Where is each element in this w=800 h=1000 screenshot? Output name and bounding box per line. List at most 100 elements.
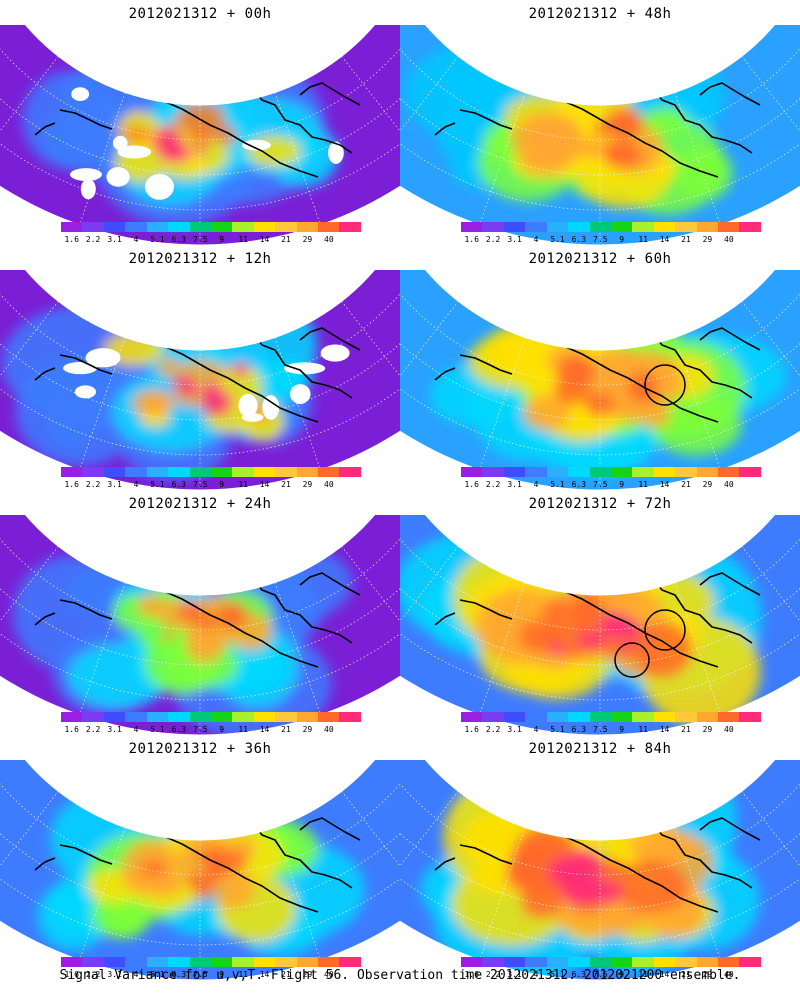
coastline-segment xyxy=(699,817,761,841)
parallel-line xyxy=(0,57,400,211)
map-outline xyxy=(0,760,400,980)
colorbar-swatch xyxy=(296,957,319,967)
colorbar-swatch xyxy=(546,712,569,722)
meridian-line xyxy=(674,827,721,960)
colorbar-swatch xyxy=(503,957,526,967)
no-data-patch xyxy=(106,167,130,187)
colorbar-swatch xyxy=(318,467,340,477)
colorbar-tick-label: 40 xyxy=(724,725,734,734)
colorbar-tick-label: 29 xyxy=(302,970,313,979)
colorbar-swatch xyxy=(632,957,654,967)
colorbar-tick-label: 3.1 xyxy=(507,970,522,979)
colorbar-swatch xyxy=(482,957,504,967)
colorbar-swatch xyxy=(168,957,190,967)
colorbar-tick-label: 1.6 xyxy=(464,725,479,734)
colorbar-tick-label: 21 xyxy=(281,235,291,244)
colorbar xyxy=(461,957,761,967)
colorbar xyxy=(461,712,761,722)
colorbar-swatch xyxy=(589,467,611,477)
variance-blob xyxy=(140,860,168,876)
colorbar-tick-label: 21 xyxy=(681,725,691,734)
colorbar-tick-label: 14 xyxy=(259,480,270,489)
figure-caption: Signal Variance for u,v,T. Flight 56. Ob… xyxy=(59,968,741,983)
colorbar-tick-label: 3.1 xyxy=(107,725,122,734)
coastline-segment xyxy=(149,829,319,913)
coastline-segment xyxy=(299,817,361,841)
colorbar-swatch xyxy=(546,222,569,232)
parallel-line xyxy=(0,302,400,456)
colorbar-swatch xyxy=(125,467,147,477)
variance-blob xyxy=(467,332,569,390)
coastline-segment xyxy=(434,367,456,381)
colorbar-swatch xyxy=(146,712,169,722)
target-circle xyxy=(644,609,686,651)
colorbar-tick-label: 4 xyxy=(133,725,139,734)
colorbar-swatch xyxy=(696,957,719,967)
colorbar-tick-label: 29 xyxy=(702,235,713,244)
colorbar-tick-label: 9 xyxy=(219,480,225,489)
no-data-patch xyxy=(283,362,326,375)
colorbar-tick-label: 4 xyxy=(533,480,539,489)
parallel-line xyxy=(0,270,400,386)
colorbar-tick-label: 21 xyxy=(681,970,691,979)
colorbar-swatch xyxy=(82,712,104,722)
variance-map xyxy=(400,270,800,490)
colorbar-swatch xyxy=(189,467,211,477)
coastline-segment xyxy=(59,599,113,620)
colorbar-swatch xyxy=(275,957,297,967)
colorbar-swatch xyxy=(503,467,526,477)
colorbar-tick-label: 1.6 xyxy=(64,235,79,244)
variance-blob xyxy=(629,827,699,867)
colorbar-swatch xyxy=(61,957,83,967)
colorbar-swatch xyxy=(525,467,547,477)
colorbar-tick-label: 40 xyxy=(324,235,334,244)
colorbar-tick-label: 6.3 xyxy=(571,725,587,734)
colorbar-tick-label: 1.6 xyxy=(464,970,479,979)
colorbar-tick-label: 21 xyxy=(681,480,691,489)
colorbar-tick-label: 2.2 xyxy=(485,235,501,244)
colorbar-swatch xyxy=(632,467,654,477)
colorbar-tick-label: 9 xyxy=(219,235,225,244)
panel-title: 2012021312 + 12h xyxy=(128,251,272,267)
coastline-segment xyxy=(549,584,719,668)
coastline-segment xyxy=(549,94,719,178)
coastline-segment xyxy=(279,544,313,556)
variance-blob xyxy=(609,117,641,134)
parallel-line xyxy=(400,515,800,631)
no-data-patch xyxy=(145,173,174,200)
colorbar-tick-label: 6.3 xyxy=(571,970,587,979)
colorbar-swatch xyxy=(275,222,297,232)
variance-blob xyxy=(522,395,571,431)
colorbar-swatch xyxy=(482,467,504,477)
variance-blob xyxy=(137,594,167,618)
colorbar-swatch xyxy=(653,712,676,722)
variance-field xyxy=(12,543,353,735)
target-circle xyxy=(644,364,686,406)
colorbar-tick-label: 11 xyxy=(638,235,648,244)
colorbar-swatch xyxy=(339,712,361,722)
no-data-patch xyxy=(290,384,311,404)
colorbar-tick-label: 5.1 xyxy=(550,235,565,244)
colorbar-swatch xyxy=(232,712,254,722)
coastline-segment xyxy=(34,857,56,871)
colorbar-swatch xyxy=(275,712,297,722)
variance-blob xyxy=(584,391,615,417)
variance-blob xyxy=(131,389,174,416)
colorbar-swatch xyxy=(210,467,233,477)
colorbar xyxy=(61,957,361,967)
coastline-segment xyxy=(299,572,361,596)
colorbar-tick-label: 3.1 xyxy=(107,970,122,979)
coastline-segment xyxy=(149,584,319,668)
colorbar-tick-label: 6.3 xyxy=(571,480,587,489)
colorbar-tick-label: 4 xyxy=(133,480,139,489)
coastline-segment xyxy=(434,122,456,136)
colorbar-labels: 1.6 2.2 3.1 4 5.1 6.3 7.5 9 11 14 21 29 40 xyxy=(61,726,361,736)
colorbar-tick-label: 3.1 xyxy=(107,480,122,489)
colorbar-tick-label: 1.6 xyxy=(64,480,79,489)
variance-blob xyxy=(586,363,625,392)
parallel-line xyxy=(400,270,800,386)
colorbar-swatch xyxy=(296,467,319,477)
colorbar-swatch xyxy=(739,712,761,722)
colorbar-swatch xyxy=(546,957,569,967)
variance-blob xyxy=(541,599,578,625)
